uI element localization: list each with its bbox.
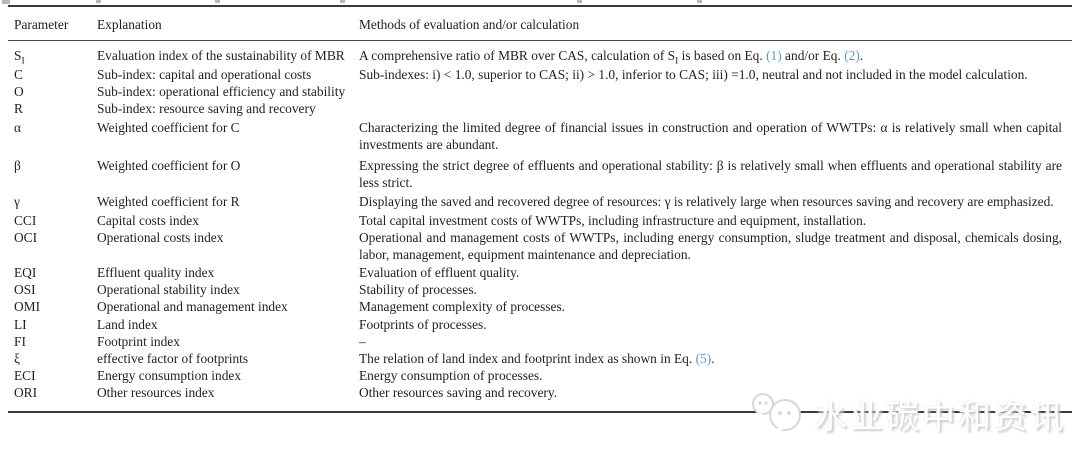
table-row-si: SI Evaluation index of the sustainabilit…: [8, 41, 1072, 67]
methods-cell: The relation of land index and footprint…: [359, 350, 1072, 367]
methods-cell: Evaluation of effluent quality.: [359, 265, 520, 280]
explanation-cell: Evaluation index of the sustainability o…: [97, 48, 345, 63]
explanation-cell: Footprint index: [97, 334, 180, 349]
table-row-xi: ξ effective factor of footprints The rel…: [8, 350, 1072, 367]
param-cell: ORI: [14, 385, 38, 400]
col-header-explanation: Explanation: [97, 6, 359, 41]
param-cell: LI: [14, 317, 27, 332]
methods-subscript: I: [675, 56, 679, 67]
table-row-beta: β Weighted coefficient for O Expressing …: [8, 153, 1072, 191]
methods-cell: Footprints of processes.: [359, 317, 487, 332]
param-cell: O: [14, 84, 24, 99]
methods-cell: Energy consumption of processes.: [359, 368, 543, 383]
table-row-oci: OCI Operational costs index Operational …: [8, 229, 1072, 263]
param-cell: R: [14, 101, 23, 116]
methods-text: .: [859, 48, 864, 63]
param-cell: OSI: [14, 282, 36, 297]
explanation-cell: Sub-index: resource saving and recovery: [97, 101, 316, 116]
table-row-gamma: γ Weighted coefficient for R Displaying …: [8, 191, 1072, 210]
methods-cell: Total capital investment costs of WWTPs,…: [359, 213, 867, 228]
explanation-cell: Weighted coefficient for R: [97, 194, 240, 209]
col-header-methods: Methods of evaluation and/or calculation: [359, 6, 1072, 41]
table-row-c: C Sub-index: capital and operational cos…: [8, 64, 1072, 83]
eq1-link[interactable]: (1): [766, 48, 782, 63]
param-cell: OMI: [14, 299, 41, 314]
explanation-cell: Sub-index: operational efficiency and st…: [97, 84, 346, 99]
param-cell: ECI: [14, 368, 36, 383]
table-row-ori: ORI Other resources index Other resource…: [8, 384, 1072, 412]
methods-text: is based on Eq.: [678, 48, 767, 63]
methods-text: .: [711, 351, 715, 366]
param-cell: β: [14, 158, 21, 173]
table-row-omi: OMI Operational and management index Man…: [8, 298, 1072, 315]
table-row-eqi: EQI Effluent quality index Evaluation of…: [8, 263, 1072, 281]
methods-cell: Expressing the strict degree of effluent…: [359, 158, 1062, 190]
explanation-cell: Sub-index: capital and operational costs: [97, 67, 312, 82]
col-header-parameter: Parameter: [8, 6, 97, 41]
explanation-cell: Weighted coefficient for O: [97, 158, 241, 173]
param-subscript: I: [21, 56, 25, 67]
explanation-cell: Operational costs index: [97, 230, 224, 245]
table-row-cci: CCI Capital costs index Total capital in…: [8, 210, 1072, 229]
methods-cell: Characterizing the limited degree of fin…: [359, 120, 1062, 152]
explanation-cell: Weighted coefficient for C: [97, 120, 240, 135]
param-cell: EQI: [14, 265, 37, 280]
param-cell: C: [14, 67, 23, 82]
methods-cell: A comprehensive ratio of MBR over CAS, c…: [359, 41, 1072, 67]
param-cell: α: [14, 120, 22, 135]
methods-cell-merged: Sub-indexes: i) < 1.0, superior to CAS; …: [359, 67, 1028, 82]
param-cell: ξ: [14, 351, 20, 366]
param-symbol: S: [14, 48, 22, 63]
explanation-cell: Capital costs index: [97, 213, 199, 228]
methods-text: A comprehensive ratio of MBR over CAS, c…: [359, 48, 676, 63]
table-row-li: LI Land index Footprints of processes.: [8, 315, 1072, 333]
param-cell: OCI: [14, 230, 38, 245]
header-row: Parameter Explanation Methods of evaluat…: [8, 6, 1072, 41]
table-row-o: O Sub-index: operational efficiency and …: [8, 83, 1072, 100]
methods-cell: –: [359, 334, 366, 349]
explanation-cell: Operational and management index: [97, 299, 288, 314]
explanation-cell: Energy consumption index: [97, 368, 242, 383]
param-cell: FI: [14, 334, 26, 349]
explanation-cell: Land index: [97, 317, 158, 332]
explanation-cell: Other resources index: [97, 385, 215, 400]
methods-text: The relation of land index and footprint…: [359, 351, 696, 366]
methods-text: and/or Eq.: [781, 48, 845, 63]
explanation-cell: effective factor of footprints: [97, 351, 249, 366]
table-row-osi: OSI Operational stability index Stabilit…: [8, 281, 1072, 298]
methods-cell: Other resources saving and recovery.: [359, 385, 558, 400]
table-row-alpha: α Weighted coefficient for C Characteriz…: [8, 117, 1072, 153]
table-row-eci: ECI Energy consumption index Energy cons…: [8, 367, 1072, 384]
param-cell: SI: [8, 41, 97, 67]
table-row-r: R Sub-index: resource saving and recover…: [8, 100, 1072, 117]
eq2-link[interactable]: (2): [844, 48, 860, 63]
explanation-cell: Operational stability index: [97, 282, 240, 297]
methods-cell: Displaying the saved and recovered degre…: [359, 194, 1054, 209]
methods-cell: Stability of processes.: [359, 282, 477, 297]
explanation-cell: Effluent quality index: [97, 265, 215, 280]
methods-cell: Operational and management costs of WWTP…: [359, 230, 1062, 262]
parameters-table: Parameter Explanation Methods of evaluat…: [8, 5, 1072, 413]
methods-cell: Management complexity of processes.: [359, 299, 566, 314]
param-cell: γ: [14, 194, 20, 209]
param-cell: CCI: [14, 213, 37, 228]
eq5-link[interactable]: (5): [695, 351, 712, 366]
table-row-fi: FI Footprint index –: [8, 333, 1072, 350]
